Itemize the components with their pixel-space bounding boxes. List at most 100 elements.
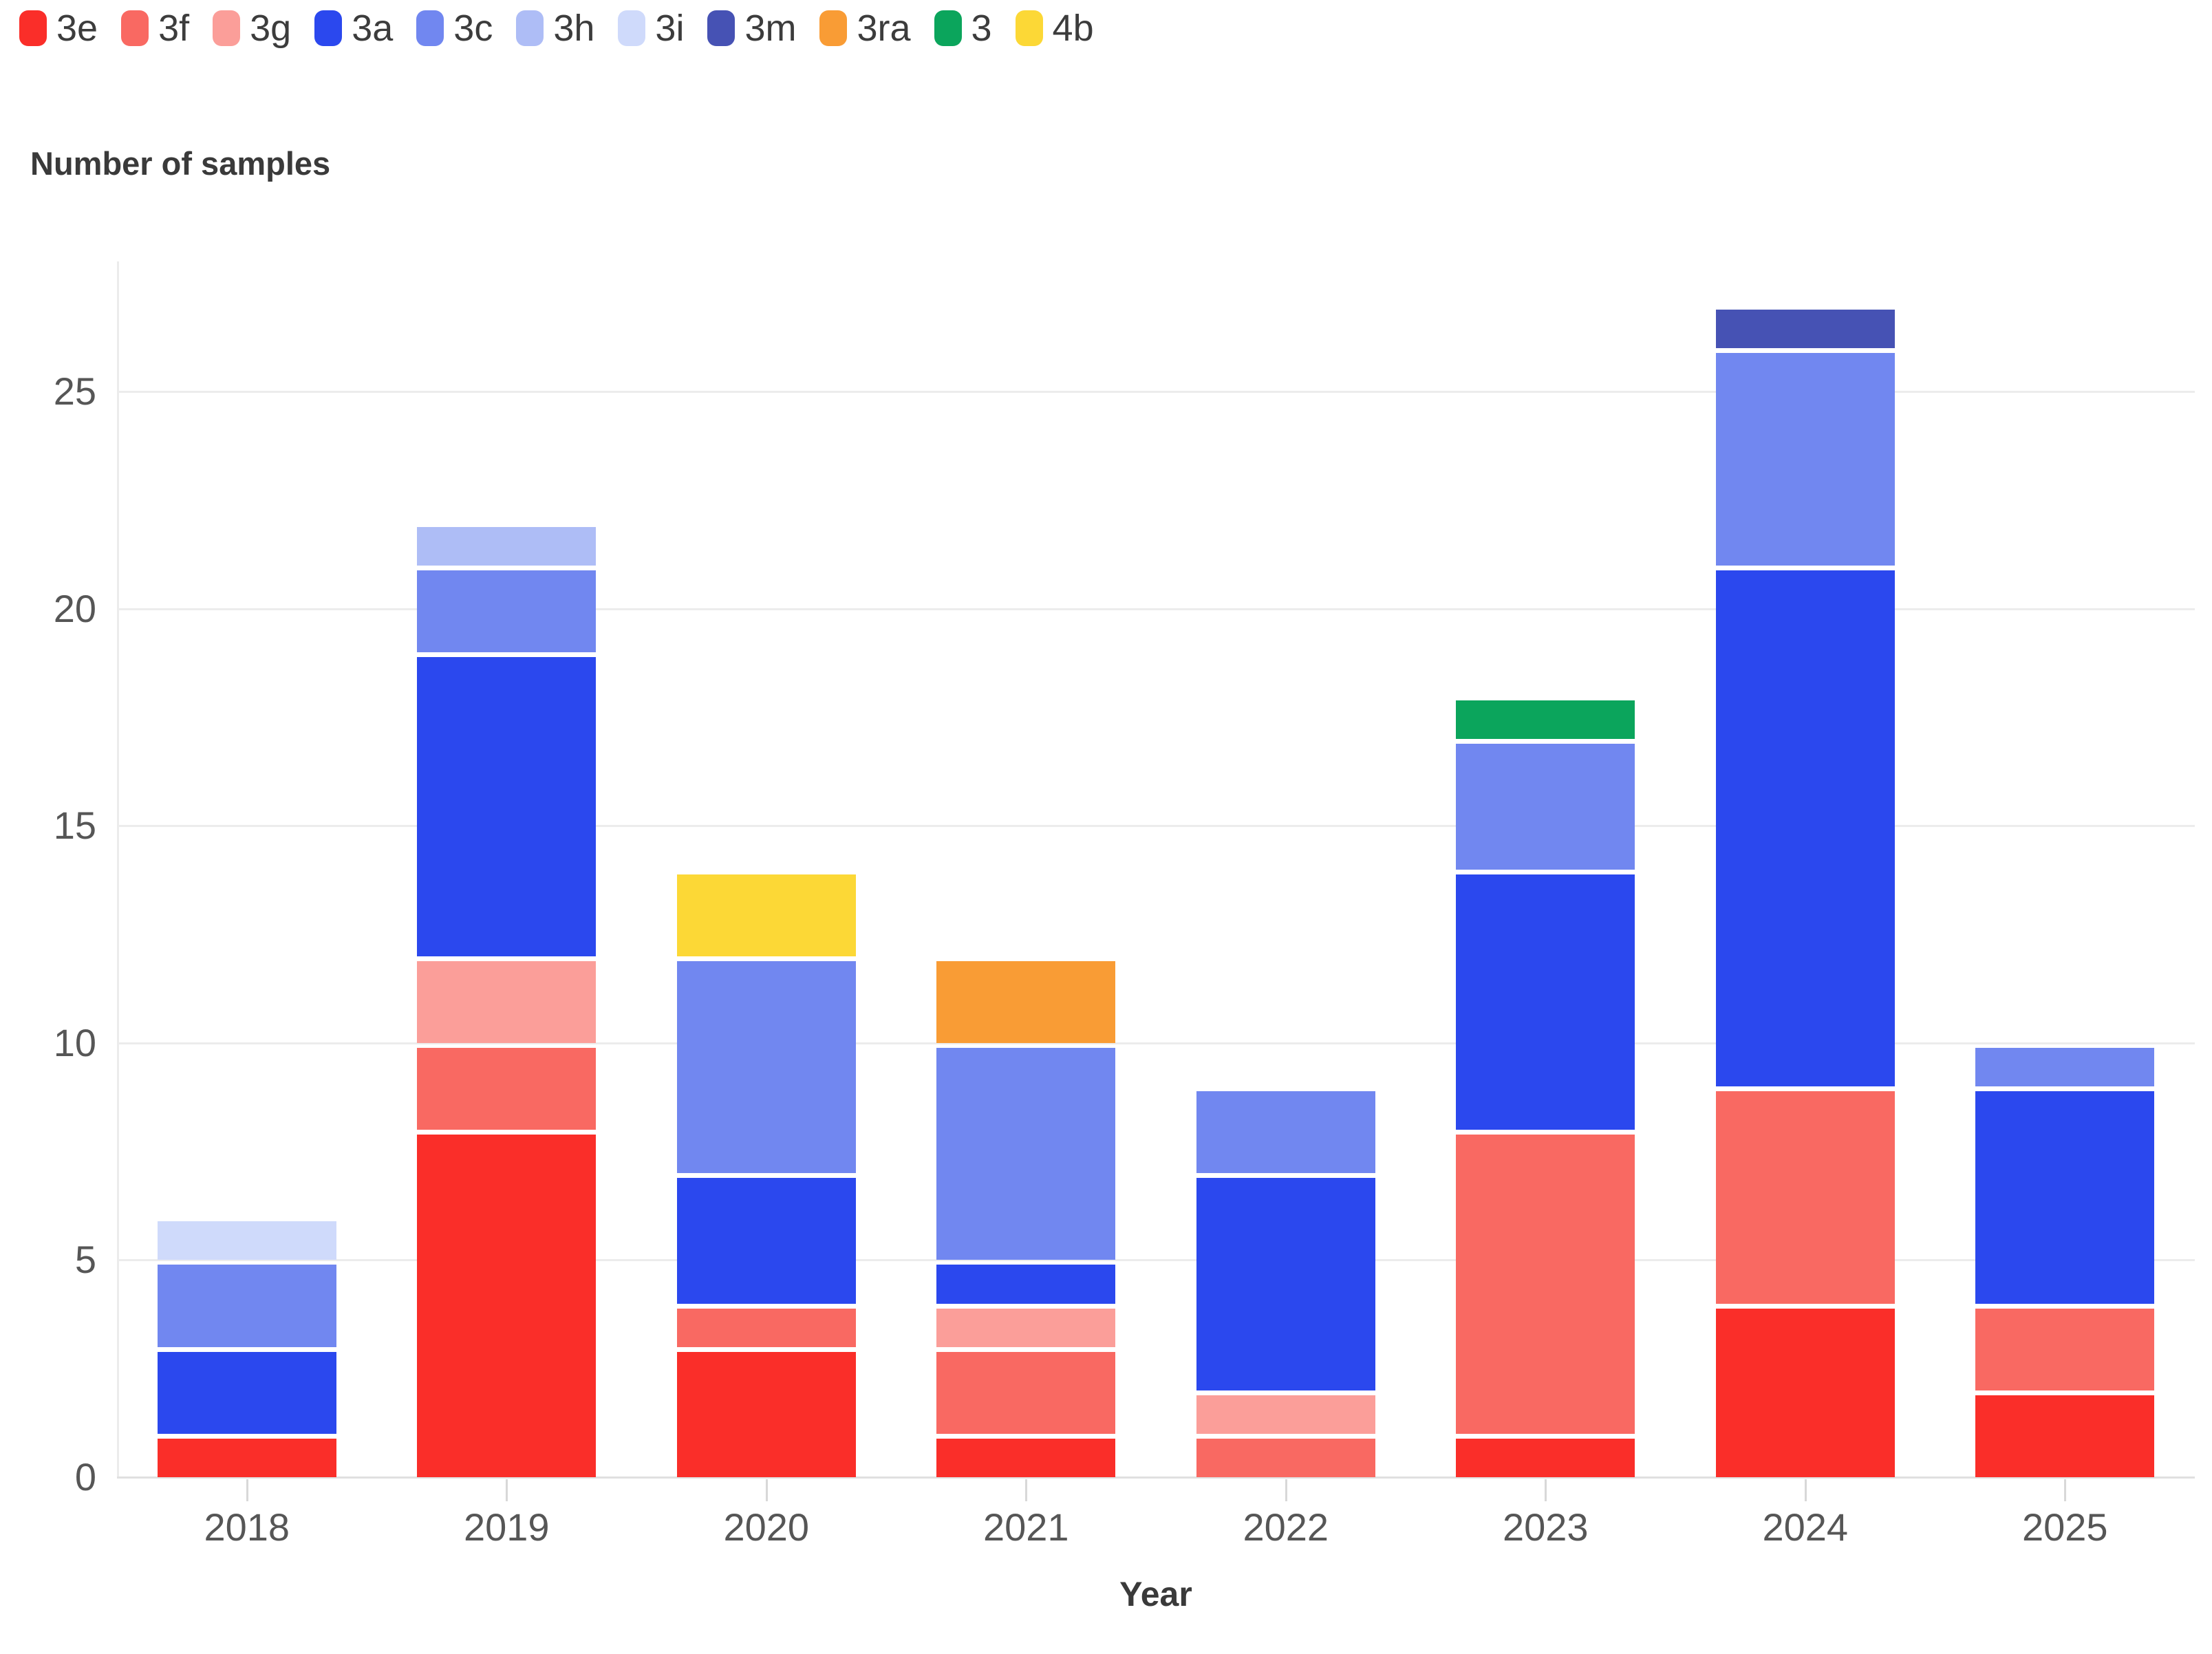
bar-segment-2019-3h[interactable]: [417, 526, 597, 566]
bar-segment-2020-3a[interactable]: [676, 1178, 856, 1304]
bar-segment-2019-3g[interactable]: [417, 960, 597, 1043]
bar-segment-2023-3f[interactable]: [1456, 1135, 1635, 1434]
x-tick-label-2023: 2023: [1502, 1505, 1589, 1549]
x-tick-label-2022: 2022: [1243, 1505, 1329, 1549]
chart-title: Number of samples: [30, 145, 331, 182]
x-tick-mark-2023: [1545, 1479, 1547, 1501]
legend-label: 3m: [744, 8, 797, 49]
y-tick-label-25: 25: [53, 369, 96, 414]
bar-segment-2025-3c[interactable]: [1975, 1047, 2155, 1087]
bar-segment-2024-3m[interactable]: [1715, 310, 1895, 349]
bar-segment-2024-3c[interactable]: [1715, 353, 1895, 566]
bar-segment-2018-3c[interactable]: [157, 1265, 336, 1347]
x-tick-label-2018: 2018: [204, 1505, 290, 1549]
legend-label: 3: [971, 8, 992, 49]
bar-segment-2023-3[interactable]: [1456, 700, 1635, 740]
x-tick-label-2020: 2020: [723, 1505, 810, 1549]
bar-segment-2024-3a[interactable]: [1715, 570, 1895, 1087]
legend-item-3c[interactable]: 3c: [416, 10, 493, 47]
bar-segment-2021-3e[interactable]: [936, 1438, 1116, 1477]
x-tick-label-2024: 2024: [1762, 1505, 1849, 1549]
bar-segment-2025-3f[interactable]: [1975, 1308, 2155, 1390]
gridline-15: [117, 825, 2195, 828]
legend-chip-3m: [707, 10, 735, 46]
bar-segment-2020-3e[interactable]: [676, 1351, 856, 1477]
bar-2025: [1975, 261, 2155, 1477]
bar-segment-2020-3f[interactable]: [676, 1308, 856, 1347]
bar-segment-2020-3c[interactable]: [676, 960, 856, 1174]
gridline-20: [117, 608, 2195, 610]
bar-segment-2018-3i[interactable]: [157, 1221, 336, 1260]
bar-segment-2025-3a[interactable]: [1975, 1091, 2155, 1304]
bar-segment-2019-3c[interactable]: [417, 570, 597, 652]
legend-item-3ra[interactable]: 3ra: [819, 8, 911, 49]
y-tick-label-0: 0: [74, 1455, 96, 1499]
y-tick-label-15: 15: [53, 804, 96, 848]
bar-segment-2019-3e[interactable]: [417, 1135, 597, 1477]
legend-item-3m[interactable]: 3m: [707, 10, 796, 47]
gridline-0: [117, 1476, 2195, 1479]
bar-2023: [1456, 261, 1635, 1477]
bar-segment-2022-3f[interactable]: [1196, 1438, 1375, 1477]
x-tick-mark-2025: [2064, 1479, 2067, 1501]
legend-item-3[interactable]: 3: [934, 10, 992, 47]
y-tick-label-5: 5: [74, 1238, 96, 1282]
legend-item-3a[interactable]: 3a: [314, 10, 393, 47]
bar-segment-2023-3a[interactable]: [1456, 874, 1635, 1130]
bar-segment-2022-3g[interactable]: [1196, 1395, 1375, 1434]
gridline-5: [117, 1259, 2195, 1262]
bar-segment-2021-3ra[interactable]: [936, 960, 1116, 1043]
bar-segment-2019-3f[interactable]: [417, 1047, 597, 1130]
y-tick-label-10: 10: [53, 1020, 96, 1064]
x-tick-mark-2020: [765, 1479, 768, 1501]
x-tick-label-2025: 2025: [2021, 1505, 2108, 1549]
bar-segment-2024-3f[interactable]: [1715, 1091, 1895, 1304]
bar-segment-2022-3a[interactable]: [1196, 1178, 1375, 1390]
legend-chip-3a: [314, 10, 343, 46]
legend-chip-3e: [19, 10, 47, 46]
bar-segment-2021-3g[interactable]: [936, 1308, 1116, 1347]
legend: 3e 3f 3g 3a 3c 3h 3i 3m 3ra 3 4b: [19, 10, 1094, 47]
legend-chip-3c: [416, 10, 444, 46]
bar-segment-2020-4b[interactable]: [676, 874, 856, 956]
legend-item-3e[interactable]: 3e: [19, 10, 98, 47]
legend-item-4b[interactable]: 4b: [1015, 10, 1094, 47]
gridline-10: [117, 1042, 2195, 1044]
legend-chip-3ra: [819, 10, 848, 46]
bar-segment-2018-3a[interactable]: [157, 1351, 336, 1434]
bar-segment-2018-3e[interactable]: [157, 1438, 336, 1477]
x-tick-label-2021: 2021: [982, 1505, 1069, 1549]
x-tick-mark-2021: [1025, 1479, 1028, 1501]
plot-area: [117, 261, 2195, 1479]
legend-label: 3ra: [857, 8, 911, 49]
bar-2024: [1715, 261, 1895, 1477]
bar-2018: [157, 261, 336, 1477]
legend-chip-3: [934, 10, 962, 46]
bar-2020: [676, 261, 856, 1477]
bar-segment-2024-3e[interactable]: [1715, 1308, 1895, 1477]
bar-segment-2021-3c[interactable]: [936, 1047, 1116, 1260]
bar-segment-2021-3f[interactable]: [936, 1351, 1116, 1434]
bar-segment-2023-3e[interactable]: [1456, 1438, 1635, 1477]
legend-label: 3a: [352, 8, 394, 49]
bar-segment-2023-3c[interactable]: [1456, 744, 1635, 870]
legend-chip-3f: [121, 10, 149, 46]
bar-segment-2019-3a[interactable]: [417, 656, 597, 956]
legend-label: 3g: [250, 8, 292, 49]
legend-chip-4b: [1015, 10, 1043, 46]
legend-item-3f[interactable]: 3f: [121, 10, 189, 47]
bar-2022: [1196, 261, 1375, 1477]
legend-item-3g[interactable]: 3g: [213, 10, 291, 47]
legend-item-3i[interactable]: 3i: [618, 10, 684, 47]
bar-segment-2021-3a[interactable]: [936, 1265, 1116, 1304]
bar-2021: [936, 261, 1116, 1477]
legend-label: 3h: [553, 8, 595, 49]
gridline-25: [117, 391, 2195, 394]
x-tick-mark-2018: [246, 1479, 248, 1501]
x-tick-mark-2019: [506, 1479, 508, 1501]
x-tick-mark-2024: [1804, 1479, 1807, 1501]
legend-item-3h[interactable]: 3h: [516, 10, 594, 47]
bar-segment-2025-3e[interactable]: [1975, 1395, 2155, 1477]
bar-segment-2022-3c[interactable]: [1196, 1091, 1375, 1174]
